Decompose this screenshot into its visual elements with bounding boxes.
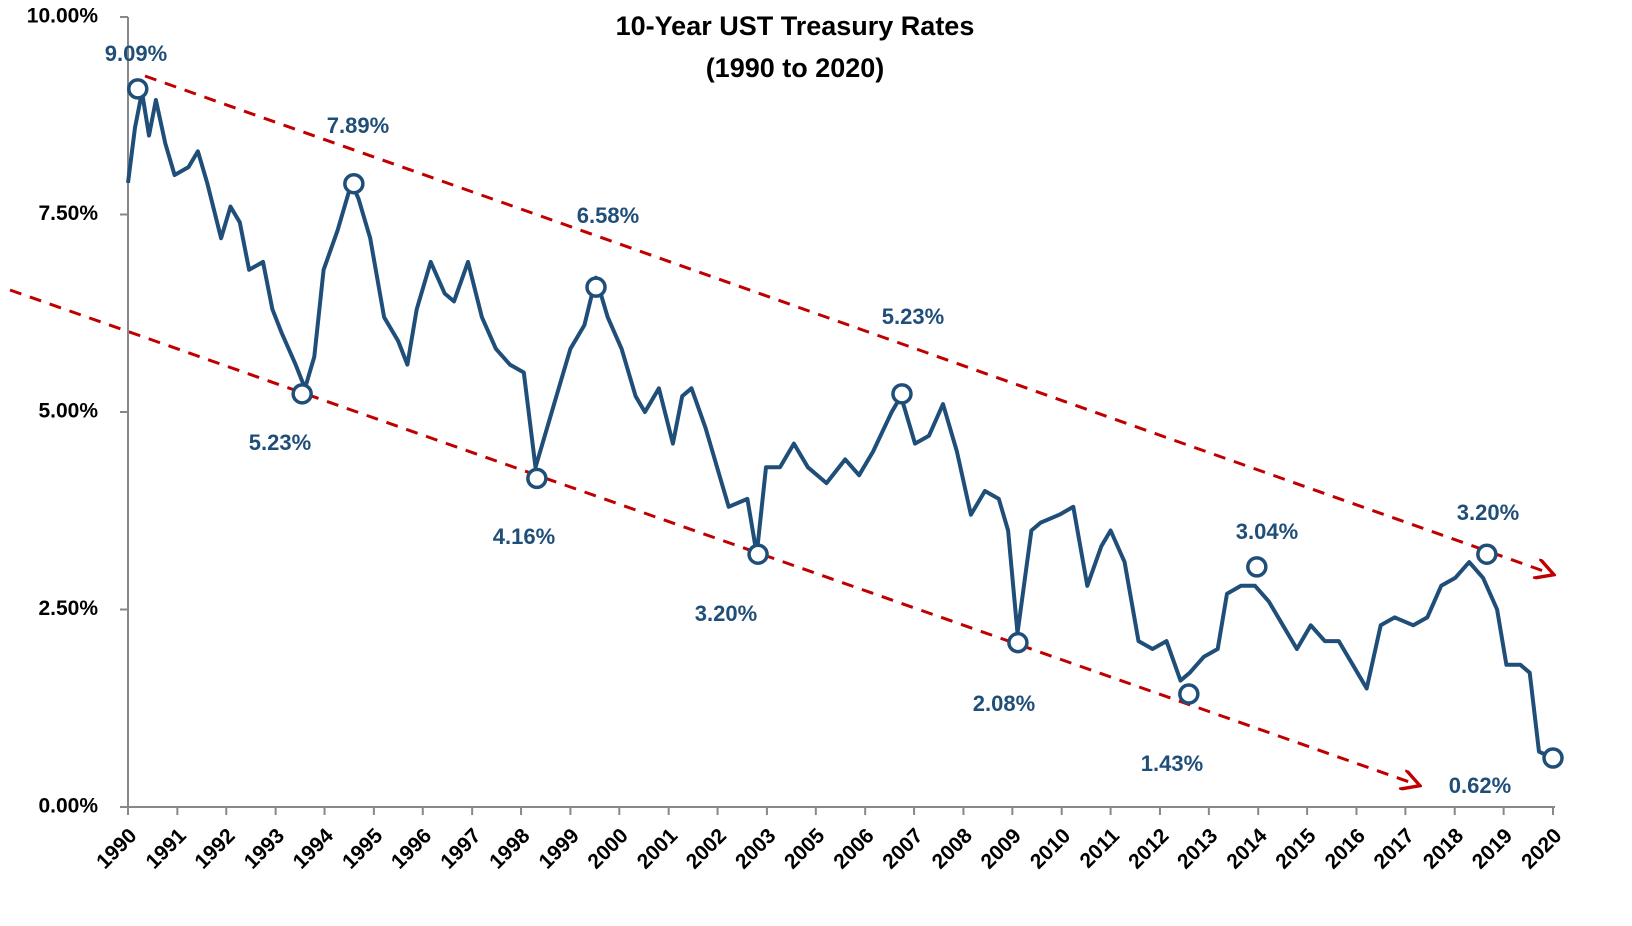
x-tick-label: 1999	[535, 824, 584, 873]
y-tick-label: 0.00%	[38, 795, 98, 818]
annotation-marker	[1542, 747, 1564, 769]
x-tick-label: 2007	[878, 824, 927, 873]
x-tick-label: 1991	[142, 824, 192, 874]
x-tick-label: 1990	[92, 824, 141, 873]
x-tick-label: 1998	[485, 824, 535, 874]
x-tick-label: 2012	[1124, 824, 1173, 873]
y-tick-label: 10.00%	[27, 5, 99, 28]
x-tick-label: 2015	[1271, 824, 1321, 874]
x-tick-label: 2003	[731, 824, 780, 873]
x-tick-label: 2006	[829, 824, 878, 873]
x-tick-label: 2008	[928, 824, 978, 874]
x-tick-label: 2020	[1517, 824, 1566, 873]
x-tick-label: 2001	[633, 824, 683, 874]
annotation-marker	[1178, 683, 1200, 705]
annotation-label: 3.20%	[1457, 500, 1519, 525]
x-tick-label: 2000	[583, 824, 632, 873]
annotation-label: 3.04%	[1236, 519, 1298, 544]
x-tick-label: 1995	[338, 824, 388, 874]
x-tick-label: 2002	[682, 824, 731, 873]
annotation-label: 0.62%	[1449, 773, 1511, 798]
annotation-marker	[291, 383, 313, 405]
x-tick-label: 2010	[1026, 824, 1075, 873]
annotation-label: 4.16%	[493, 524, 555, 549]
annotation-label: 6.58%	[577, 203, 639, 228]
lower-trend-line	[9, 288, 1418, 785]
x-tick-label: 2017	[1370, 824, 1419, 873]
annotation-marker	[1476, 543, 1498, 565]
x-tick-label: 2014	[1222, 824, 1272, 874]
annotation-label: 2.08%	[973, 691, 1035, 716]
annotation-label: 3.20%	[695, 601, 757, 626]
annotation-label: 5.23%	[882, 304, 944, 329]
annotation-marker	[1007, 631, 1029, 654]
x-tick-label: 2005	[780, 824, 830, 874]
x-tick-label: 1996	[387, 824, 436, 873]
chart-subtitle: (1990 to 2020)	[706, 53, 885, 83]
x-tick-label: 2019	[1468, 824, 1517, 873]
annotation-marker	[127, 78, 149, 100]
annotation-label: 1.43%	[1141, 751, 1203, 776]
x-tick-label: 1993	[240, 824, 289, 873]
annotation-marker	[1246, 556, 1268, 578]
y-tick-label: 7.50%	[38, 202, 98, 225]
annotation-marker	[747, 543, 769, 565]
x-tick-label: 2018	[1419, 824, 1469, 874]
annotation-marker	[585, 276, 607, 298]
annotation-marker	[343, 172, 365, 195]
x-tick-label: 1997	[436, 824, 485, 873]
y-tick-label: 2.50%	[38, 597, 98, 620]
annotation-marker	[526, 467, 548, 490]
upper-trend-line	[144, 74, 1552, 574]
x-tick-label: 2013	[1173, 824, 1222, 873]
annotation-label: 7.89%	[327, 113, 389, 138]
x-tick-label: 1994	[289, 824, 339, 874]
annotation-label: 5.23%	[249, 430, 311, 455]
x-tick-label: 2009	[976, 824, 1025, 873]
x-tick-label: 2016	[1321, 824, 1370, 873]
annotation-marker	[891, 383, 913, 405]
y-tick-label: 5.00%	[38, 400, 98, 423]
chart-title: 10-Year UST Treasury Rates	[616, 11, 975, 41]
rate-line	[126, 90, 1554, 760]
x-tick-label: 2011	[1076, 824, 1125, 873]
x-tick-label: 1992	[190, 824, 239, 873]
annotation-label: 9.09%	[105, 41, 167, 66]
